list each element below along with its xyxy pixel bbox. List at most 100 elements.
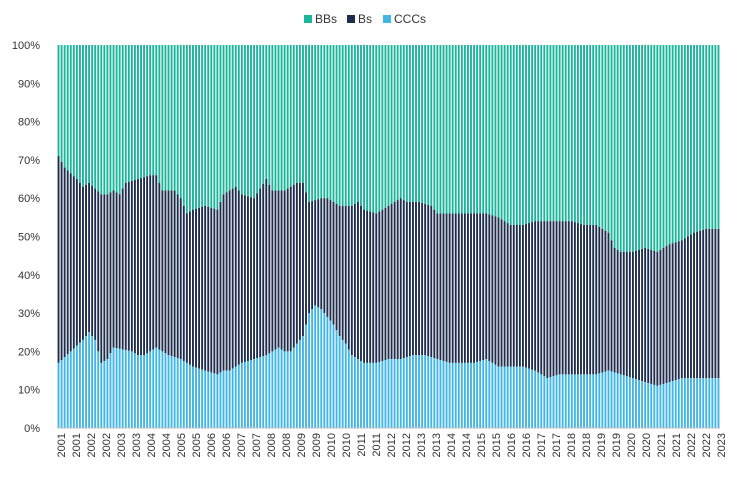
bar-bs [243, 195, 246, 362]
bar-stack [85, 45, 87, 428]
bar-cccs [512, 366, 515, 428]
bar-cccs [528, 368, 530, 428]
bar-stack [518, 45, 521, 428]
bar-stack [103, 45, 106, 428]
bar-bs [182, 205, 185, 361]
bar-stack [430, 45, 433, 428]
bar-stack [268, 45, 271, 428]
bar-bs [378, 211, 381, 362]
bar-bbs [100, 45, 103, 195]
bar-stack [250, 45, 252, 428]
bar-cccs [390, 359, 393, 428]
y-tick-label: 80% [18, 117, 40, 129]
bar-bbs [494, 45, 497, 217]
bar-stack [512, 45, 515, 428]
bar-bbs [286, 45, 289, 189]
bar-stack [82, 45, 84, 428]
bar-cccs [353, 357, 356, 428]
bar-cccs [405, 357, 408, 428]
bar-bbs [280, 45, 283, 191]
bar-bs [653, 250, 656, 385]
bar-stack [418, 45, 421, 428]
bar-bbs [567, 45, 570, 222]
bar-bs [164, 190, 167, 354]
bar-bs [305, 192, 307, 325]
bar-cccs [57, 362, 60, 428]
bar-bbs [711, 45, 714, 229]
bar-bs [262, 183, 265, 357]
bar-stack [494, 45, 497, 428]
bar-bbs [140, 45, 142, 179]
bar-bs [219, 202, 222, 373]
bar-bbs [192, 45, 194, 210]
y-tick-label: 10% [18, 385, 40, 397]
bar-bs [549, 221, 552, 378]
bar-bbs [204, 45, 207, 206]
bar-bs [647, 248, 650, 383]
bar-bbs [164, 45, 167, 191]
bar-bs [705, 228, 708, 379]
bar-bs [253, 198, 256, 360]
bar-bs [592, 225, 595, 375]
bar-stack [298, 45, 301, 428]
bar-bs [625, 251, 628, 377]
bar-cccs [344, 343, 347, 428]
bar-stack [225, 45, 228, 428]
bar-stack [665, 45, 668, 428]
bar-cccs [613, 372, 616, 428]
x-tick-label: 2006 [221, 433, 233, 457]
bar-bs [201, 206, 204, 370]
bar-stack [63, 45, 66, 428]
bar-bs [473, 213, 475, 363]
bar-bs [442, 213, 445, 361]
bar-bbs [537, 45, 540, 222]
bar-bs [515, 225, 518, 367]
bar-bs [308, 202, 311, 314]
bar-cccs [155, 347, 158, 428]
bar-cccs [292, 347, 295, 428]
bar-stack [488, 45, 491, 428]
bar-stack [94, 45, 97, 428]
bar-bs [613, 247, 616, 373]
bar-stack [176, 45, 179, 428]
bar-bs [63, 167, 66, 358]
bar-stack [528, 45, 530, 428]
bar-cccs [347, 349, 350, 428]
bar-cccs [515, 366, 518, 428]
bar-bbs [466, 45, 469, 214]
bar-bbs [598, 45, 601, 227]
bar-bbs [384, 45, 387, 208]
bar-bs [256, 193, 259, 359]
bar-bbs [531, 45, 534, 223]
bar-bbs [222, 45, 225, 195]
bar-cccs [152, 349, 155, 428]
bar-cccs [653, 384, 656, 428]
bar-bs [430, 205, 433, 358]
bar-bbs [363, 45, 366, 210]
bar-stack [57, 45, 60, 428]
bar-cccs [509, 366, 512, 428]
bar-stack [369, 45, 372, 428]
bar-bs [402, 200, 405, 359]
bar-cccs [240, 362, 243, 428]
bar-stack [628, 45, 631, 428]
bar-cccs [295, 343, 298, 428]
bar-bbs [573, 45, 576, 223]
bar-cccs [253, 359, 256, 428]
bar-cccs [283, 351, 286, 428]
bar-cccs [488, 360, 491, 428]
x-tick-label: 2008 [266, 433, 278, 457]
bar-stack [283, 45, 286, 428]
bar-cccs [564, 374, 567, 428]
bar-stack [546, 45, 549, 428]
bar-bbs [454, 45, 457, 214]
bar-bs [686, 236, 689, 379]
bar-stack [133, 45, 136, 428]
bar-bbs [424, 45, 427, 204]
bar-stack [549, 45, 552, 428]
bar-bbs [610, 45, 613, 241]
bar-cccs [714, 378, 717, 428]
bar-stack [356, 45, 359, 428]
bar-stack [372, 45, 375, 428]
bar-bs [589, 225, 592, 375]
